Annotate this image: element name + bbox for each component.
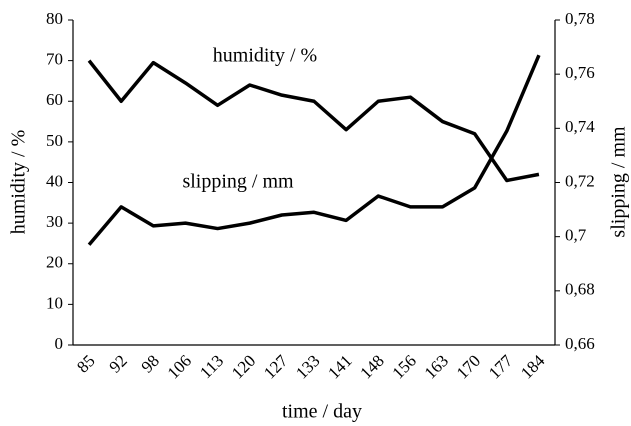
y-tick-label: 10 <box>46 293 63 312</box>
x-tick-label: 106 <box>164 351 195 382</box>
y2-tick-label: 0,72 <box>565 171 595 190</box>
y-axis-label: humidity / % <box>8 130 30 234</box>
x-tick-label: 127 <box>260 351 292 383</box>
y-tick-label: 50 <box>46 131 63 150</box>
y2-tick-label: 0,7 <box>565 226 587 245</box>
y-tick-label: 60 <box>46 90 63 109</box>
x-tick-label: 98 <box>137 351 162 376</box>
y-tick-label: 0 <box>55 334 64 353</box>
x-tick-label: 177 <box>485 351 517 383</box>
y2-tick-label: 0,74 <box>565 117 595 136</box>
x-tick-label: 85 <box>73 351 98 376</box>
y-tick-label: 30 <box>46 212 63 231</box>
y2-tick-label: 0,76 <box>565 63 595 82</box>
y2-tick-label: 0,68 <box>565 280 595 299</box>
x-tick-label: 113 <box>196 351 227 382</box>
series-label: humidity / % <box>213 45 317 67</box>
x-tick-label: 184 <box>517 351 549 383</box>
x-tick-label: 156 <box>389 351 420 382</box>
y-tick-label: 70 <box>46 50 63 69</box>
series-line <box>87 54 541 246</box>
x-tick-label: 92 <box>105 351 130 376</box>
x-tick-label: 148 <box>356 351 387 382</box>
x-tick-label: 133 <box>292 351 323 382</box>
y2-axis-label: slipping / mm <box>608 126 630 238</box>
x-tick-label: 120 <box>228 351 259 382</box>
y2-tick-label: 0,78 <box>565 9 595 28</box>
y-tick-label: 40 <box>46 171 63 190</box>
x-tick-label: 170 <box>453 351 484 382</box>
series-line <box>87 59 540 183</box>
y2-tick-label: 0,66 <box>565 334 595 353</box>
x-tick-label: 141 <box>324 351 355 382</box>
y-tick-label: 80 <box>46 9 63 28</box>
x-tick-label: 163 <box>421 351 452 382</box>
x-axis-label: time / day <box>282 401 362 423</box>
y-tick-label: 20 <box>46 253 63 272</box>
series-label: slipping / mm <box>182 171 294 193</box>
